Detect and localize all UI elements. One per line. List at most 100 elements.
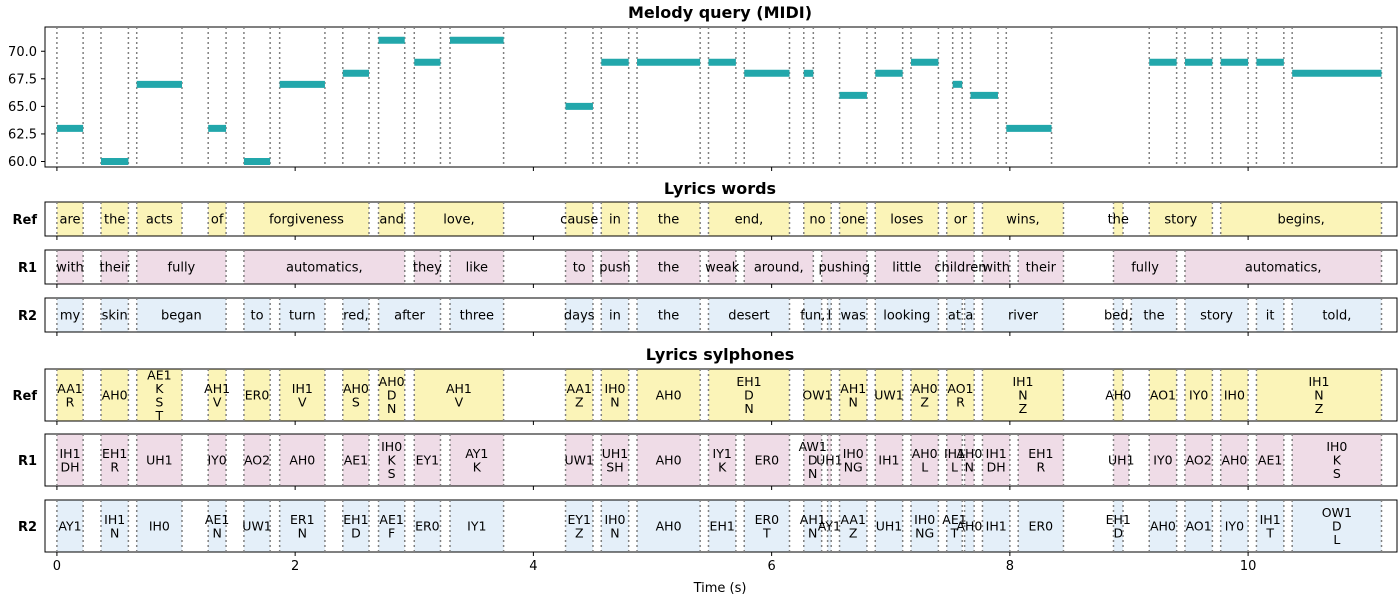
- sylphones-segment: [136, 500, 182, 552]
- sylphones-segment: [744, 500, 790, 552]
- words-segment-label: cause: [560, 213, 598, 228]
- sylphones-segment-label: UH1: [146, 453, 173, 468]
- words-segment: [1113, 202, 1124, 236]
- words-title: Lyrics words: [664, 179, 776, 198]
- sylphones-segment: [982, 434, 1010, 486]
- sylphones-segment: [875, 434, 903, 486]
- sylphones-xtick-label: 8: [1006, 559, 1014, 574]
- words-segment-label: automatics,: [1245, 261, 1322, 276]
- words-segment: [56, 250, 84, 284]
- sylphones-segment-label: UH1 SH: [602, 446, 629, 475]
- sylphones-segment-label: AE1 N: [205, 512, 229, 541]
- sylphones-segment: [910, 500, 939, 552]
- sylphones-segment: [601, 434, 629, 486]
- words-segment: [1184, 250, 1382, 284]
- words-segment: [1113, 250, 1177, 284]
- sylphones-segment: [208, 500, 227, 552]
- words-segment-label: and: [379, 213, 403, 228]
- sylphones-title: Lyrics sylphones: [646, 345, 795, 364]
- melody-frame: [44, 26, 1398, 168]
- sylphones-segment: [450, 434, 504, 486]
- words-segment-label: the: [1143, 309, 1164, 324]
- sylphones-segment-label: AY1: [58, 519, 81, 534]
- sylphones-segment: [708, 500, 736, 552]
- sylphones-segment: [378, 369, 405, 421]
- words-segment-label: looking: [883, 309, 930, 324]
- sylphones-segment: [1220, 500, 1249, 552]
- words-row-ref-frame: [44, 201, 1398, 237]
- words-segment: [803, 202, 832, 236]
- sylphones-segment-label: IH0: [149, 519, 170, 534]
- sylphones-segment: [946, 500, 963, 552]
- sylphones-row-ref-frame: [44, 368, 1398, 422]
- sylphones-segment: [378, 434, 405, 486]
- sylphones-segment-label: IH1 DH: [986, 446, 1007, 475]
- words-segment-label: push: [599, 261, 631, 276]
- words-segment: [208, 202, 227, 236]
- words-segment-label: are: [59, 213, 80, 228]
- sylphones-segment-label: AH1 V: [204, 381, 230, 410]
- sylphones-segment-label: EH1 D: [343, 512, 368, 541]
- sylphones-row-r1-frame: [44, 433, 1398, 487]
- words-segment: [1256, 298, 1284, 332]
- sylphones-segment-label: AY1 K: [465, 446, 488, 475]
- words-segment: [1018, 250, 1064, 284]
- words-segment-label: or: [954, 213, 968, 228]
- sylphones-segment-label: EH1: [710, 519, 735, 534]
- sylphones-segment-label: AH1 N: [840, 381, 866, 410]
- melody-ytick-label: 70.0: [8, 45, 37, 60]
- words-segment-label: bed,: [1104, 309, 1133, 324]
- words-row-label: Ref: [13, 213, 38, 228]
- words-segment-label: my: [60, 309, 81, 324]
- sylphones-segment: [279, 500, 325, 552]
- plots-layer: 60.0 62.5 65.0 67.5 70.0 Ref are the acts of forgi…: [8, 26, 1398, 574]
- sylphones-segment-label: IY1: [467, 519, 486, 534]
- words-segment-label: around,: [754, 261, 804, 276]
- x-axis-label: Time (s): [693, 581, 747, 596]
- words-segment-label: loses: [890, 213, 923, 228]
- sylphones-segment-label: AA1 Z: [567, 381, 592, 410]
- words-segment-label: the: [658, 213, 679, 228]
- words-segment: [1184, 298, 1249, 332]
- sylphones-segment-label: IH1: [878, 453, 899, 468]
- words-segment-label: after: [394, 309, 425, 324]
- melody-ytick-label: 60.0: [8, 155, 37, 170]
- words-segment: [803, 298, 822, 332]
- sylphones-segment: [208, 369, 227, 421]
- words-segment-label: told,: [1322, 309, 1351, 324]
- sylphones-segment-label: ER0: [755, 453, 780, 468]
- words-segment-label: children: [934, 261, 986, 276]
- sylphones-segment: [803, 500, 822, 552]
- sylphones-segment-label: EY1: [416, 453, 440, 468]
- words-segment-label: no: [809, 213, 825, 228]
- words-segment: [56, 202, 84, 236]
- words-segment: [875, 250, 939, 284]
- sylphones-segment: [1184, 434, 1213, 486]
- sylphones-segment-label: IY0: [1225, 519, 1244, 534]
- sylphones-segment: [565, 500, 593, 552]
- sylphones-segment: [1220, 369, 1249, 421]
- sylphones-segment-label: AE1 T: [942, 512, 966, 541]
- words-segment-label: in: [609, 213, 621, 228]
- sylphones-segment-label: IH1 V: [292, 381, 313, 410]
- sylphones-segment: [1256, 434, 1284, 486]
- words-segment: [450, 298, 504, 332]
- words-segment-label: pushing: [818, 261, 870, 276]
- words-segment: [414, 250, 441, 284]
- words-segment: [56, 298, 84, 332]
- words-segment: [1149, 202, 1213, 236]
- words-segment: [946, 202, 975, 236]
- words-segment-label: desert: [728, 309, 769, 324]
- sylphones-segment: [342, 434, 370, 486]
- words-segment: [946, 250, 975, 284]
- sylphones-segment-label: AH0: [656, 388, 682, 403]
- words-segment: [565, 250, 593, 284]
- words-segment: [100, 250, 129, 284]
- sylphones-segment: [1256, 369, 1382, 421]
- words-segment-label: turn: [289, 309, 316, 324]
- words-segment: [136, 298, 227, 332]
- sylphones-segment-label: AE1 F: [379, 512, 403, 541]
- words-segment: [601, 202, 629, 236]
- sylphones-segment: [100, 434, 129, 486]
